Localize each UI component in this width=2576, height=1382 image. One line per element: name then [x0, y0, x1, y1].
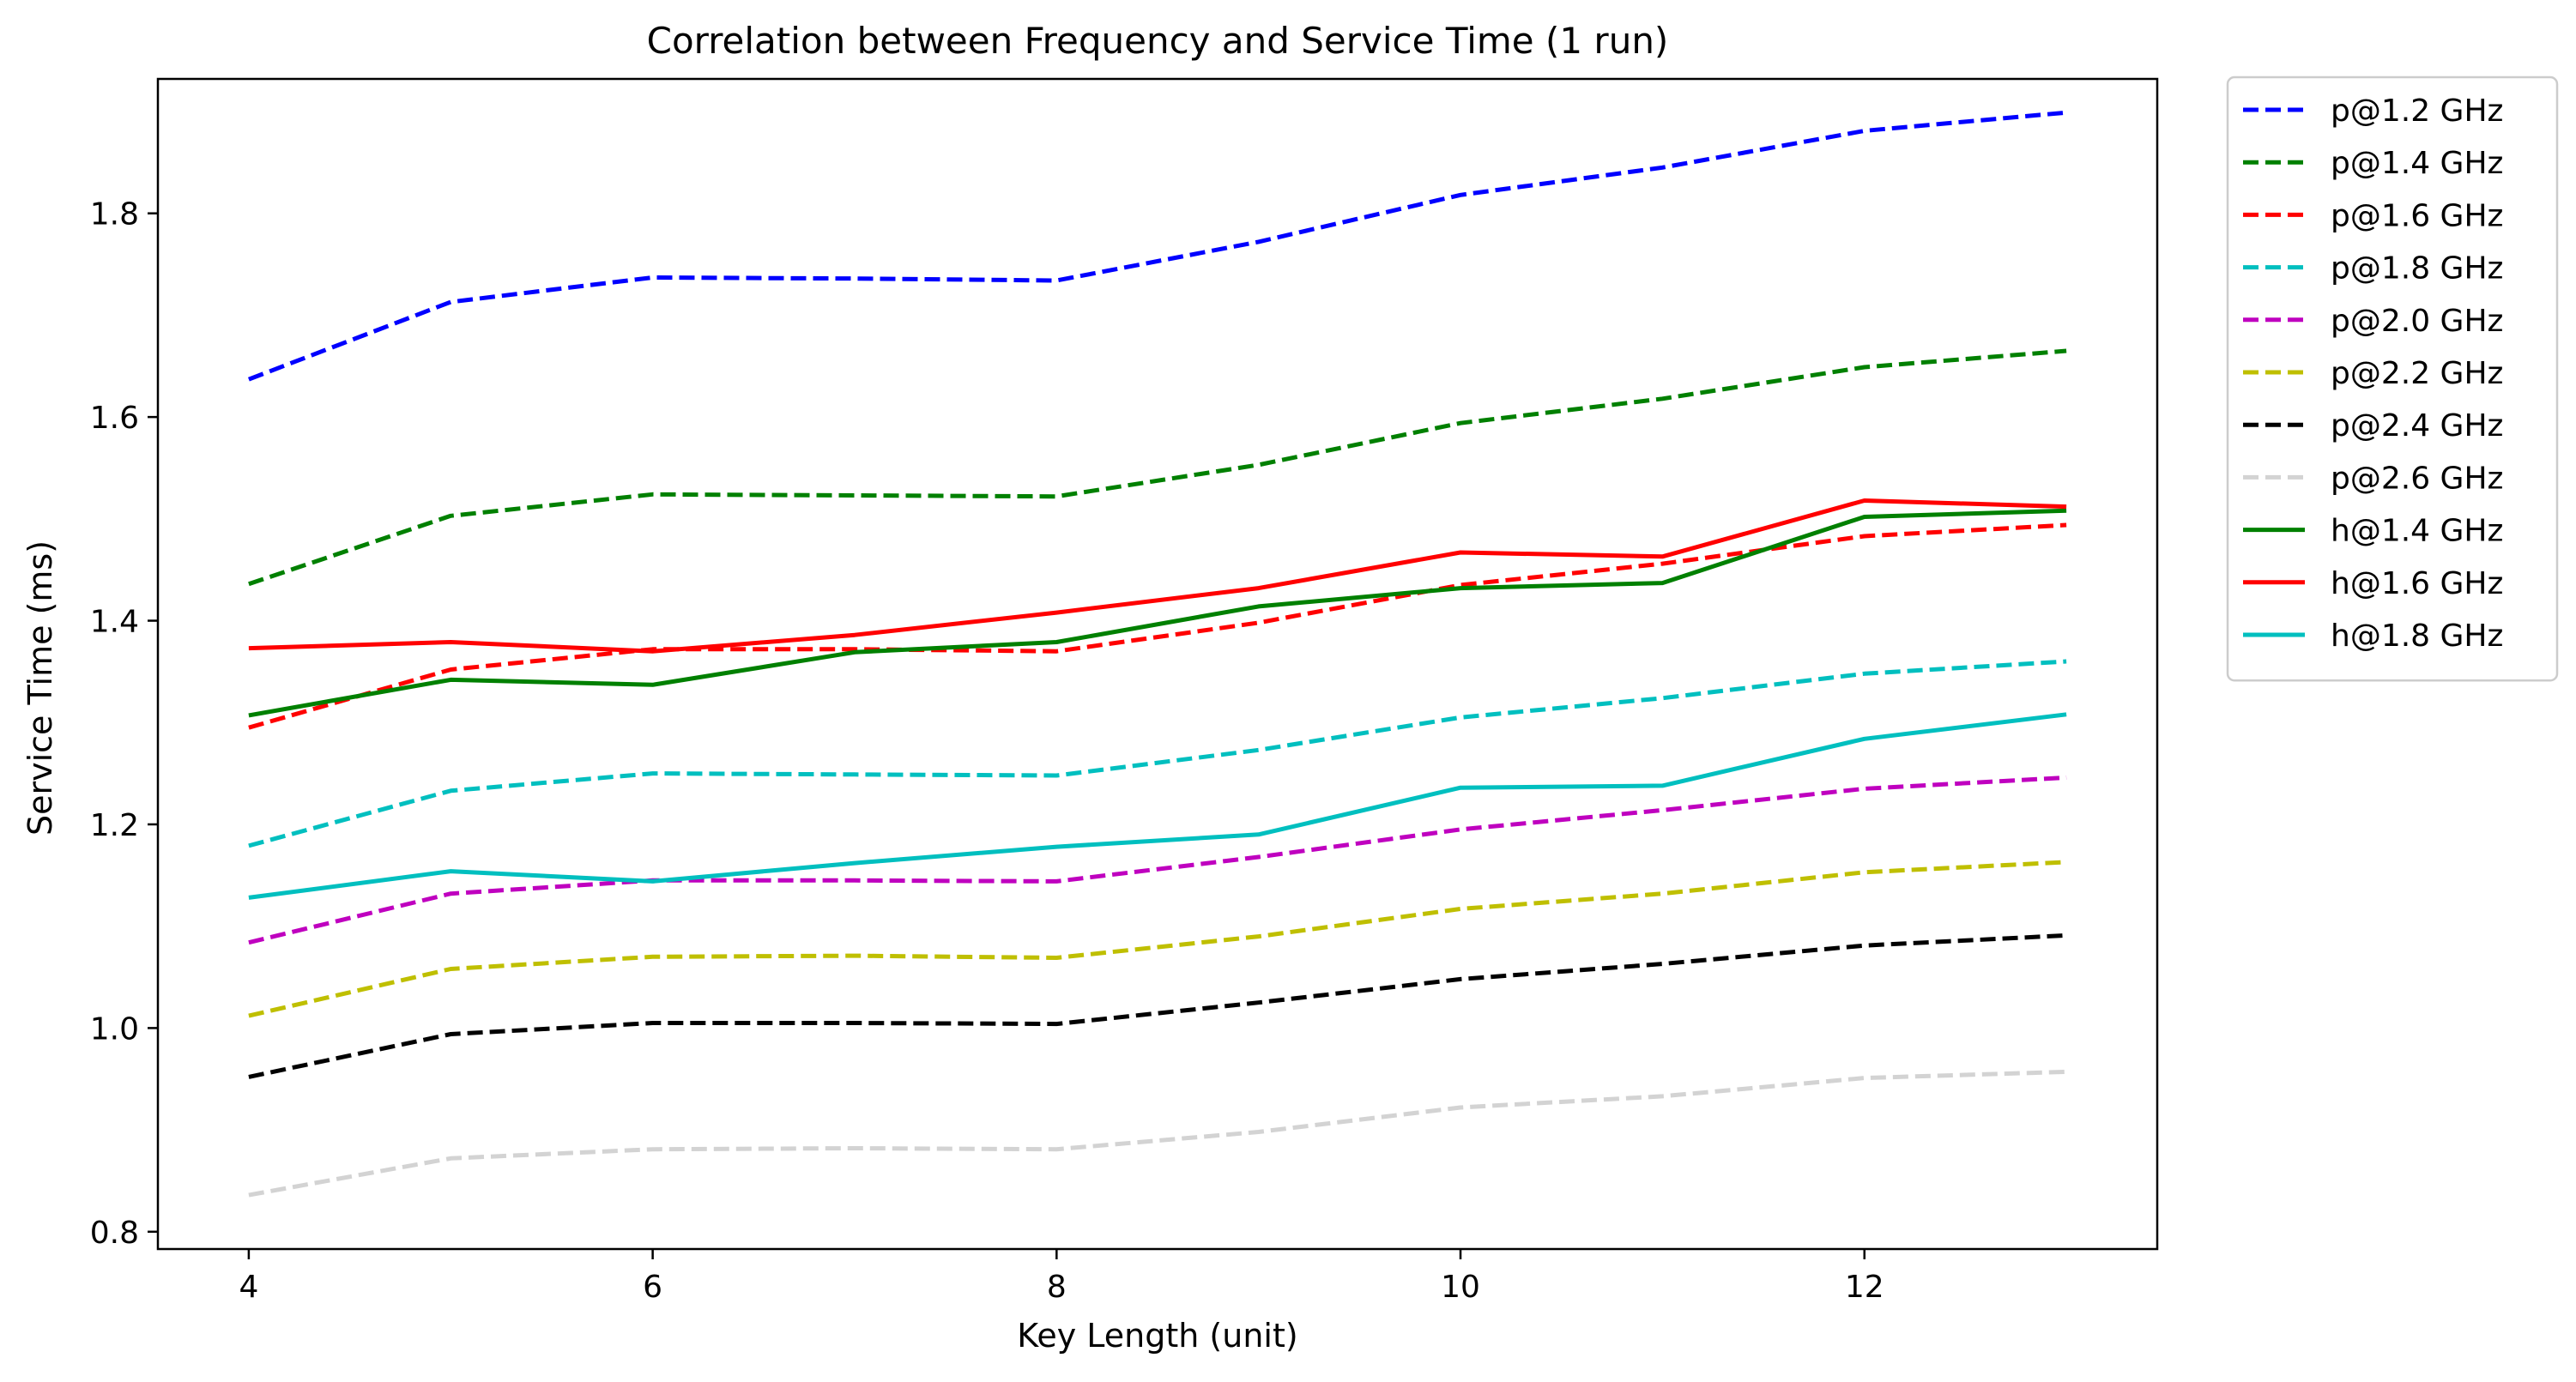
legend-label: p@2.0 GHz: [2331, 304, 2503, 339]
series-line-2: [248, 348, 2067, 587]
legend-box: [2226, 75, 2559, 682]
series-line-5: [248, 775, 2067, 945]
x-tick-label: 4: [239, 1270, 258, 1305]
series-line-8: [248, 1069, 2067, 1198]
legend-label: p@1.8 GHz: [2331, 251, 2503, 287]
chart-title: Correlation between Frequency and Servic…: [647, 20, 1669, 62]
y-axis-label: Service Time (ms): [21, 540, 59, 836]
legend-label: p@2.2 GHz: [2331, 356, 2503, 391]
series-lines: [248, 110, 2067, 1198]
legend-label: p@1.6 GHz: [2331, 198, 2503, 233]
plot-frame: [156, 77, 2159, 1251]
x-tick-label: 8: [1047, 1270, 1067, 1305]
legend-label: h@1.4 GHz: [2331, 514, 2503, 549]
y-tick-label: 0.8: [90, 1216, 139, 1251]
series-line-9: [248, 508, 2067, 718]
series-line-1: [248, 110, 2067, 382]
series-line-6: [248, 860, 2067, 1018]
y-tick-label: 1.2: [90, 808, 139, 843]
x-tick-label: 10: [1441, 1270, 1480, 1305]
y-tick-label: 1.8: [90, 197, 139, 232]
axes: 4 6 8 10 12 0.8 1.0 1.2 1.4 1.6 1.8: [90, 77, 2159, 1305]
legend-label: h@1.6 GHz: [2331, 566, 2503, 601]
y-tick-label: 1.0: [90, 1011, 139, 1047]
legend-label: h@1.8 GHz: [2331, 619, 2503, 654]
x-tick-label: 12: [1845, 1270, 1884, 1305]
x-axis-label: Key Length (unit): [1017, 1317, 1297, 1355]
series-line-11: [248, 712, 2067, 900]
legend-label: p@1.4 GHz: [2331, 146, 2503, 181]
legend-label: p@2.4 GHz: [2331, 408, 2503, 444]
series-line-4: [248, 659, 2067, 848]
x-tick-label: 6: [643, 1270, 662, 1305]
y-tick-label: 1.6: [90, 401, 139, 436]
legend-label: p@1.2 GHz: [2331, 94, 2503, 129]
legend-label: p@2.6 GHz: [2331, 461, 2503, 496]
series-line-10: [248, 498, 2067, 654]
series-line-7: [248, 932, 2067, 1079]
y-tick-label: 1.4: [90, 605, 139, 640]
legend: p@1.2 GHz p@1.4 GHz p@1.6 GHz p@1.8 GHz p@2.…: [2226, 75, 2559, 682]
